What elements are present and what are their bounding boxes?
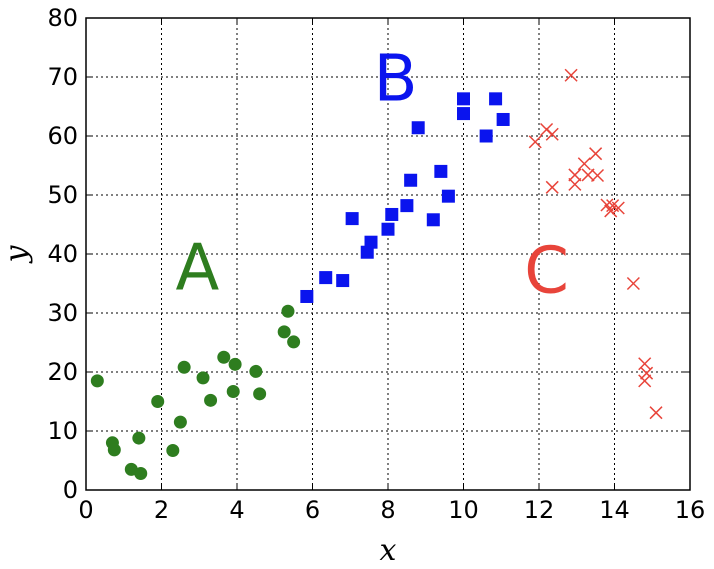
- x-point: [545, 127, 559, 141]
- square-point: [381, 222, 395, 236]
- square-point: [489, 92, 503, 106]
- circle-point: [132, 431, 146, 445]
- circle-point: [196, 371, 210, 385]
- x-point: [568, 177, 582, 191]
- circle-point: [249, 364, 263, 378]
- square-point: [457, 107, 470, 121]
- circle-point: [151, 395, 165, 408]
- circle-point: [226, 384, 240, 398]
- x-point: [600, 198, 614, 212]
- square-point: [364, 235, 378, 249]
- cluster-labels: A B C: [175, 43, 568, 309]
- y-tick-label: 70: [47, 63, 78, 91]
- y-tick-label: 20: [47, 358, 78, 386]
- square-point: [496, 112, 510, 126]
- x-tick-label: 14: [599, 496, 630, 524]
- x-tick-label: 10: [448, 496, 479, 524]
- circle-point: [90, 374, 104, 388]
- cluster-label-C: C: [524, 234, 569, 308]
- x-point: [589, 147, 603, 161]
- series-C: [528, 68, 663, 420]
- y-tick-label: 60: [47, 122, 78, 150]
- tick-labels: 0 2 4 6 8 10 12 14 16 0 10 20 30 40 50 60 70 80: [47, 4, 705, 524]
- square-point: [479, 129, 493, 143]
- axis-ticks: [85, 17, 691, 491]
- circle-point: [166, 443, 180, 457]
- y-tick-label: 80: [47, 4, 78, 32]
- y-tick-label: 10: [47, 417, 78, 445]
- x-point: [611, 201, 625, 215]
- circle-point: [173, 415, 187, 429]
- cluster-label-B: B: [374, 43, 418, 117]
- x-point: [640, 366, 654, 380]
- x-point: [545, 180, 559, 194]
- circle-point: [287, 335, 301, 349]
- x-tick-label: 4: [229, 496, 244, 524]
- square-point: [360, 245, 374, 259]
- plot-frame: [85, 17, 691, 491]
- circle-point: [134, 466, 148, 480]
- square-point: [426, 213, 440, 227]
- x-tick-label: 16: [675, 496, 706, 524]
- y-tick-label: 30: [47, 299, 78, 327]
- x-point: [568, 168, 582, 182]
- square-point: [400, 199, 414, 213]
- circle-point: [177, 360, 191, 374]
- x-axis-label: x: [380, 533, 397, 568]
- x-point: [649, 406, 663, 420]
- x-point: [528, 135, 542, 149]
- x-point: [590, 168, 605, 183]
- x-point: [638, 374, 652, 388]
- square-point: [411, 121, 425, 135]
- series-A: [90, 304, 301, 480]
- x-point: [564, 68, 578, 82]
- cluster-label-A: A: [175, 231, 219, 305]
- y-tick-label: 0: [63, 476, 78, 504]
- x-tick-label: 12: [524, 496, 555, 524]
- y-tick-label: 40: [47, 240, 78, 268]
- x-tick-label: 0: [78, 496, 93, 524]
- square-point: [434, 164, 448, 178]
- square-point: [404, 173, 418, 187]
- x-point: [626, 276, 640, 291]
- x-tick-label: 2: [154, 496, 169, 524]
- series-B: [300, 92, 510, 303]
- circle-point: [107, 443, 121, 457]
- square-point: [345, 212, 359, 226]
- circle-point: [217, 350, 231, 364]
- y-tick-label: 50: [47, 181, 78, 209]
- square-point: [300, 289, 314, 303]
- square-point: [441, 189, 455, 203]
- square-point: [457, 92, 470, 106]
- circle-point: [277, 325, 291, 339]
- circle-point: [281, 304, 295, 318]
- x-tick-label: 8: [380, 496, 395, 524]
- x-point: [577, 157, 591, 171]
- square-point: [336, 274, 350, 288]
- x-tick-label: 6: [305, 496, 320, 524]
- data-points: [90, 68, 663, 480]
- circle-point: [228, 357, 242, 371]
- circle-point: [253, 387, 267, 401]
- circle-point: [204, 393, 218, 407]
- y-axis-label: y: [0, 244, 34, 264]
- square-point: [385, 207, 399, 221]
- square-point: [319, 271, 333, 285]
